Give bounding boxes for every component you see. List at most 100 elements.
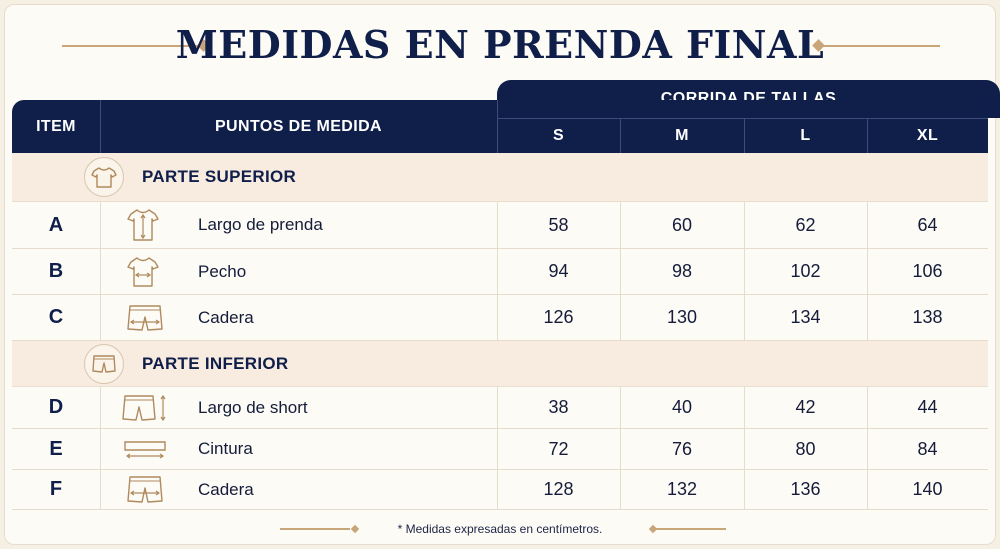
- value-xl: 44: [917, 397, 938, 417]
- row-label: Pecho: [198, 261, 247, 281]
- row-divider: [744, 387, 745, 428]
- tshirt-length-icon: [112, 202, 178, 248]
- row-divider: [744, 249, 745, 294]
- row-divider: [744, 202, 745, 248]
- row-divider: [867, 429, 868, 469]
- value-m: 130: [666, 307, 698, 327]
- row-divider: [867, 202, 868, 248]
- value-xl: 106: [912, 261, 943, 281]
- footnote-area: * Medidas expresadas en centímetros.: [0, 519, 1000, 539]
- tshirt-chest-icon: [112, 249, 178, 294]
- table-header: ITEM PUNTOS DE MEDIDA S M L XL: [12, 100, 988, 153]
- row-item-code: E: [49, 437, 63, 460]
- value-s: 38: [548, 397, 569, 417]
- row-divider: [620, 202, 621, 248]
- row-item-code: C: [48, 306, 64, 328]
- row-divider: [620, 387, 621, 428]
- value-xl: 64: [917, 214, 938, 235]
- header-divider: [497, 118, 988, 119]
- measurements-table: CORRIDA DE TALLAS ITEM PUNTOS DE MEDIDA …: [12, 80, 1000, 510]
- shorts-hip-icon: [112, 295, 178, 340]
- row-divider: [100, 470, 101, 509]
- row-divider: [744, 295, 745, 340]
- value-l: 134: [790, 307, 821, 327]
- row-label: Largo de short: [198, 397, 308, 417]
- row-label: Largo de prenda: [198, 215, 323, 234]
- value-s: 128: [543, 479, 574, 499]
- header-size-s: S: [552, 127, 565, 144]
- shorts-length-icon: [112, 387, 178, 428]
- section-label: PARTE SUPERIOR: [142, 167, 297, 186]
- header-divider: [620, 119, 621, 153]
- row-divider: [497, 470, 498, 509]
- row-divider: [100, 387, 101, 428]
- row-divider: [744, 470, 745, 509]
- row-item-code: B: [48, 260, 64, 282]
- value-s: 94: [548, 261, 569, 281]
- row-divider: [620, 429, 621, 469]
- row-divider: [867, 470, 868, 509]
- row-divider: [497, 202, 498, 248]
- value-m: 76: [671, 438, 693, 459]
- row-divider: [100, 249, 101, 294]
- section-lower: PARTE INFERIOR: [12, 341, 988, 387]
- value-s: 126: [543, 307, 574, 327]
- row-divider: [100, 202, 101, 248]
- page-title: MEDIDAS EN PRENDA FINAL: [175, 22, 825, 67]
- row-divider: [867, 295, 868, 340]
- value-xl: 84: [917, 438, 938, 459]
- row-label: Cadera: [198, 479, 254, 499]
- value-m: 40: [671, 397, 693, 417]
- header-divider: [100, 100, 101, 153]
- table-row: E Cintura 72 76 80 84: [12, 429, 988, 470]
- row-item-code: A: [48, 213, 64, 236]
- header-points: PUNTOS DE MEDIDA: [214, 117, 382, 135]
- table-row: A Largo de prenda 58 60 62 64: [12, 202, 988, 249]
- header-divider: [867, 119, 868, 153]
- tshirt-icon: [84, 157, 124, 197]
- footnote: * Medidas expresadas en centímetros.: [397, 522, 603, 536]
- row-item-code: F: [49, 478, 63, 500]
- shorts-hip-icon: [112, 470, 178, 509]
- table-row: B Pecho 94 98 102 106: [12, 249, 988, 295]
- title-rule-right: [822, 45, 940, 47]
- waistband-icon: [112, 429, 178, 469]
- row-divider: [497, 429, 498, 469]
- value-l: 42: [795, 397, 816, 417]
- header-size-m: M: [675, 127, 689, 144]
- footnote-rule-left: [280, 528, 350, 530]
- row-divider: [100, 295, 101, 340]
- value-l: 102: [790, 261, 821, 281]
- row-divider: [867, 249, 868, 294]
- value-l: 136: [790, 479, 821, 499]
- row-item-code: D: [48, 396, 64, 418]
- row-divider: [620, 295, 621, 340]
- header-item: ITEM: [36, 117, 76, 135]
- row-divider: [497, 295, 498, 340]
- row-divider: [497, 387, 498, 428]
- row-divider: [867, 387, 868, 428]
- table-row: D Largo de short 38 40 42 44: [12, 387, 988, 429]
- section-label: PARTE INFERIOR: [142, 353, 289, 373]
- table-row: C Cadera 126 130 134 138: [12, 295, 988, 341]
- table-row: F Cadera 128 132 136 140: [12, 470, 988, 510]
- value-m: 132: [666, 479, 698, 499]
- row-divider: [100, 429, 101, 469]
- header-size-l: L: [800, 127, 811, 144]
- header-divider: [497, 100, 498, 153]
- header-divider: [744, 119, 745, 153]
- section-upper: PARTE SUPERIOR: [12, 153, 988, 202]
- value-m: 60: [671, 214, 693, 235]
- row-divider: [620, 470, 621, 509]
- value-xl: 140: [912, 479, 943, 499]
- value-l: 80: [795, 438, 816, 459]
- value-m: 98: [671, 261, 693, 281]
- title-area: MEDIDAS EN PRENDA FINAL: [0, 20, 1000, 70]
- value-xl: 138: [912, 307, 943, 327]
- value-s: 58: [548, 214, 569, 235]
- row-label: Cadera: [198, 307, 254, 327]
- value-l: 62: [795, 214, 816, 235]
- shorts-icon: [84, 344, 124, 384]
- row-divider: [497, 249, 498, 294]
- header-size-xl: XL: [916, 127, 939, 144]
